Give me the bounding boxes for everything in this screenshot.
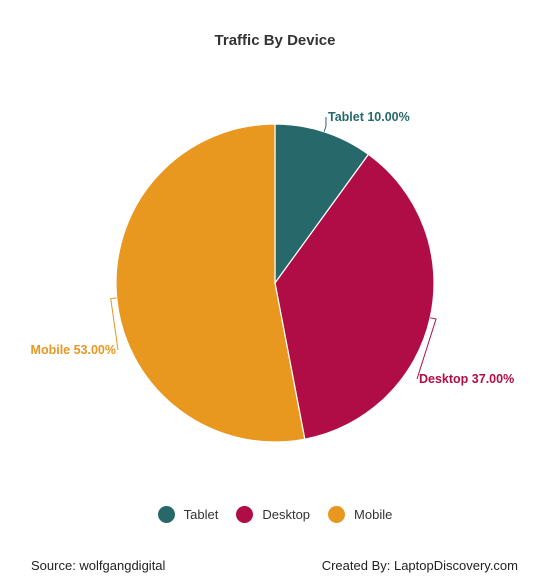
source-text: Source: wolfgangdigital <box>31 558 166 573</box>
legend-label-mobile: Mobile <box>354 507 393 522</box>
data-label-tablet: Tablet 10.00% <box>328 110 410 124</box>
legend-swatch-tablet <box>157 506 175 523</box>
legend-item-mobile[interactable]: Mobile <box>328 506 392 523</box>
legend-label-desktop: Desktop <box>262 507 311 522</box>
legend-swatch-mobile <box>328 506 346 523</box>
pie-slice-mobile[interactable] <box>115 123 306 443</box>
leader-line-mobile <box>110 297 119 351</box>
chart-title: Traffic By Device <box>214 32 336 49</box>
legend-item-tablet[interactable]: Tablet <box>157 506 219 523</box>
data-label-desktop: Desktop 37.00% <box>419 372 514 386</box>
leader-line-desktop <box>416 317 437 380</box>
leader-line-tablet <box>323 116 327 132</box>
legend-label-tablet: Tablet <box>183 507 219 522</box>
legend-swatch-desktop <box>236 506 254 523</box>
credit-text: Created By: LaptopDiscovery.com <box>321 558 518 573</box>
data-label-mobile: Mobile 53.00% <box>31 343 116 357</box>
legend-item-desktop[interactable]: Desktop <box>236 506 310 523</box>
chart-legend: Tablet Desktop Mobile <box>0 506 550 523</box>
